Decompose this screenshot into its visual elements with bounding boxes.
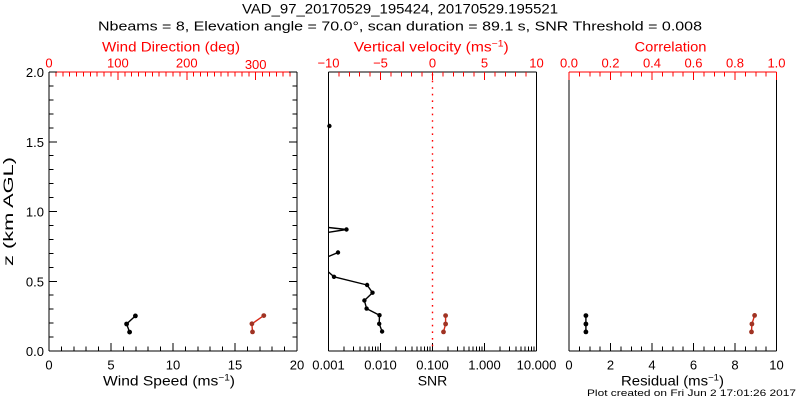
svg-text:0.0: 0.0 (560, 56, 578, 71)
svg-text:0.8: 0.8 (726, 56, 744, 71)
svg-text:2: 2 (607, 358, 614, 373)
svg-text:VAD_97_20170529_195424, 201705: VAD_97_20170529_195424, 20170529.195521 (242, 1, 558, 16)
svg-text:10: 10 (166, 358, 180, 373)
svg-text:0.6: 0.6 (684, 56, 702, 71)
svg-text:0.001: 0.001 (312, 358, 345, 373)
svg-text:5: 5 (107, 358, 114, 373)
svg-text:Wind Speed (ms−1): Wind Speed (ms −1) (103, 373, 235, 389)
svg-text:1.5: 1.5 (26, 135, 44, 150)
svg-text:0: 0 (45, 358, 52, 373)
svg-text:0: 0 (565, 358, 572, 373)
svg-text:z (km AGL): z (km AGL) (1, 157, 16, 266)
svg-text:0: 0 (45, 56, 52, 71)
svg-text:2.0: 2.0 (26, 65, 44, 80)
svg-text:0.5: 0.5 (26, 274, 44, 289)
svg-text:15: 15 (228, 358, 242, 373)
svg-text:SNR: SNR (418, 373, 448, 389)
svg-text:6: 6 (690, 358, 697, 373)
svg-text:100: 100 (107, 56, 129, 71)
svg-text:−10: −10 (317, 56, 339, 71)
svg-text:10: 10 (769, 358, 783, 373)
svg-text:Wind Direction (deg): Wind Direction (deg) (102, 40, 240, 55)
svg-text:Correlation: Correlation (635, 40, 707, 55)
svg-text:1.0: 1.0 (767, 56, 785, 71)
svg-text:10.000: 10.000 (517, 358, 557, 373)
svg-text:5: 5 (481, 56, 488, 71)
svg-text:20: 20 (290, 358, 304, 373)
svg-text:0.4: 0.4 (643, 56, 661, 71)
svg-text:0.100: 0.100 (416, 358, 449, 373)
svg-text:4: 4 (648, 358, 655, 373)
svg-text:0.2: 0.2 (601, 56, 619, 71)
svg-text:Plot created on Fri Jun 2 17:: Plot created on Fri Jun 2 17:01:26 2017 (587, 388, 796, 399)
svg-text:10: 10 (529, 56, 543, 71)
svg-text:8: 8 (731, 358, 738, 373)
svg-text:1.000: 1.000 (468, 358, 501, 373)
svg-text:300: 300 (245, 57, 267, 72)
svg-text:0.010: 0.010 (364, 358, 397, 373)
svg-text:Residual (ms−1): Residual (ms −1) (621, 373, 724, 389)
svg-text:Nbeams = 8, Elevation angle =: Nbeams = 8, Elevation angle = 70.0°, sca… (98, 19, 702, 34)
svg-text:200: 200 (176, 56, 198, 71)
svg-text:0.0: 0.0 (26, 344, 44, 359)
svg-text:−5: −5 (373, 56, 388, 71)
svg-text:0: 0 (429, 56, 436, 71)
svg-text:Vertical velocity (ms−1): Vertical velocity (ms −1) (354, 39, 509, 55)
svg-text:1.0: 1.0 (26, 205, 44, 220)
